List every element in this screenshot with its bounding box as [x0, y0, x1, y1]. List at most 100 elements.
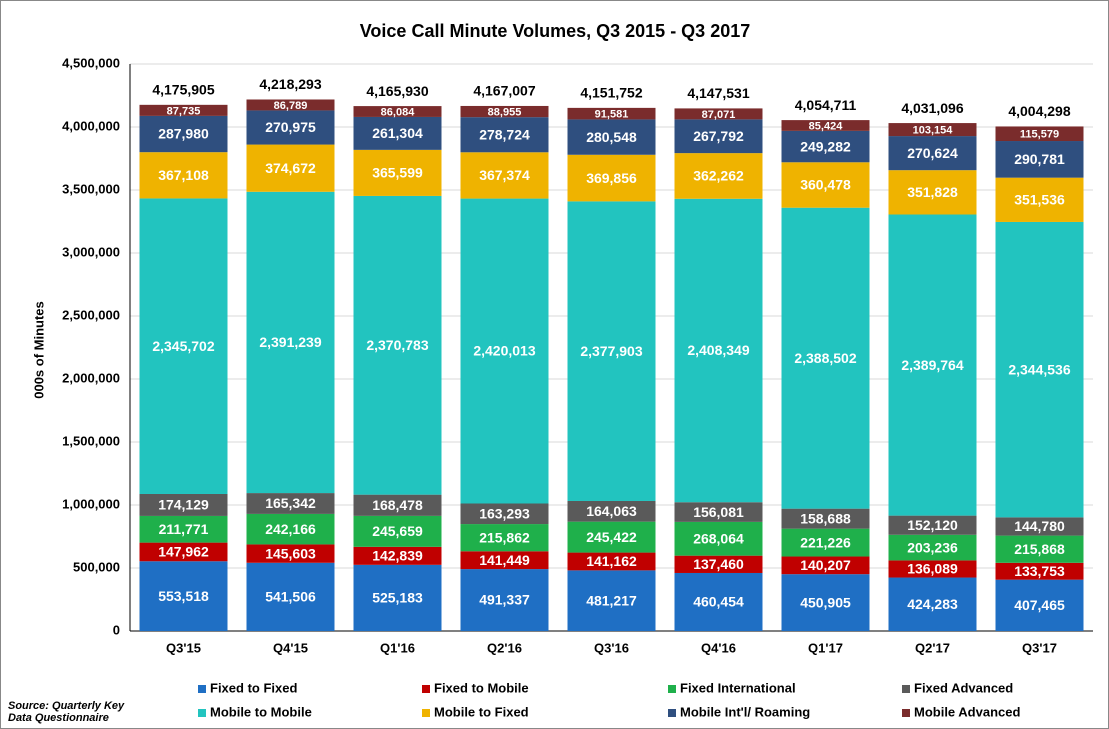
bar-segment: [460, 569, 549, 631]
bar-segment: [995, 126, 1084, 142]
bar-segment: [888, 577, 977, 631]
bar-segment: [139, 493, 228, 516]
bar-segment: [139, 515, 228, 543]
data-label: 87,071: [702, 109, 736, 121]
bar-segment: [246, 544, 335, 563]
data-label: 2,408,349: [687, 342, 749, 358]
bar-segment: [781, 556, 870, 575]
source: Source: Quarterly Key Data Questionnaire: [8, 700, 125, 724]
x-tick-label: Q3'16: [594, 640, 629, 655]
bar-segment: [353, 195, 442, 495]
data-label: 86,789: [274, 100, 308, 112]
bar-segment: [246, 144, 335, 192]
y-tick-label: 3,500,000: [62, 181, 120, 196]
x-tick-label: Q1'16: [380, 640, 415, 655]
data-label: 450,905: [800, 594, 851, 610]
bar-segment: [567, 154, 656, 202]
data-label: 369,856: [586, 170, 637, 186]
data-label: 2,420,013: [473, 343, 535, 359]
legend-label: Mobile to Mobile: [210, 704, 312, 719]
legend-label: Fixed to Mobile: [434, 680, 529, 695]
y-tick-label: 500,000: [73, 559, 120, 574]
data-label: 145,603: [265, 545, 316, 561]
data-label: 115,579: [1020, 129, 1059, 141]
bar-segment: [888, 136, 977, 171]
data-label: 163,293: [479, 505, 530, 521]
y-tick-label: 3,000,000: [62, 244, 120, 259]
bar-segment: [995, 141, 1084, 178]
total-label: 4,031,096: [901, 100, 963, 116]
bar-segment: [674, 119, 763, 154]
data-label: 374,672: [265, 160, 316, 176]
x-tick-label: Q1'17: [808, 640, 843, 655]
y-tick-label: 4,500,000: [62, 55, 120, 70]
data-label: 141,162: [586, 553, 637, 569]
data-label: 407,465: [1014, 597, 1065, 613]
bar-segment: [460, 105, 549, 118]
bar-segment: [246, 191, 335, 494]
bar-segment: [460, 117, 549, 153]
bar-segment: [674, 108, 763, 120]
total-label: 4,175,905: [152, 82, 214, 98]
legend-swatch: [198, 685, 206, 693]
data-label: 360,478: [800, 177, 851, 193]
data-label: 87,735: [167, 105, 201, 117]
legend-swatch: [668, 685, 676, 693]
total-label: 4,218,293: [259, 76, 321, 92]
data-label: 2,345,702: [152, 338, 214, 354]
bar-segment: [567, 201, 656, 501]
data-label: 140,207: [800, 557, 851, 573]
data-label: 2,377,903: [580, 343, 642, 359]
data-label: 174,129: [158, 497, 209, 513]
data-label: 267,792: [693, 128, 744, 144]
bar-segment: [567, 552, 656, 571]
data-label: 249,282: [800, 138, 851, 154]
bar-segment: [246, 562, 335, 631]
y-tick-label: 4,000,000: [62, 118, 120, 133]
bar-segment: [995, 517, 1084, 536]
data-label: 144,780: [1014, 518, 1065, 534]
legend-label: Mobile to Fixed: [434, 704, 529, 719]
data-label: 351,536: [1014, 192, 1065, 208]
data-label: 2,370,783: [366, 337, 428, 353]
bar-segment: [781, 162, 870, 208]
x-tick-label: Q2'16: [487, 640, 522, 655]
y-axis-label: 000s of Minutes: [31, 301, 46, 399]
y-tick-label: 0: [113, 622, 120, 637]
data-label: 133,753: [1014, 563, 1065, 579]
data-label: 367,374: [479, 167, 530, 183]
bar-segment: [246, 110, 335, 145]
y-tick-label: 1,000,000: [62, 496, 120, 511]
data-label: 245,422: [586, 529, 637, 545]
data-label: 287,980: [158, 126, 209, 142]
x-tick-label: Q4'16: [701, 640, 736, 655]
bar-segment: [995, 221, 1084, 518]
x-tick-label: Q2'17: [915, 640, 950, 655]
data-label: 2,389,764: [901, 357, 963, 373]
data-label: 221,226: [800, 534, 851, 550]
bar-segment: [567, 521, 656, 553]
data-label: 158,688: [800, 510, 851, 526]
legend-label: Mobile Advanced: [914, 704, 1020, 719]
data-label: 152,120: [907, 517, 958, 533]
bar-segment: [139, 104, 228, 116]
bar-segment: [353, 149, 442, 196]
bar-segment: [781, 508, 870, 529]
bar-segment: [995, 579, 1084, 631]
bar-segment: [888, 214, 977, 516]
data-label: 553,518: [158, 588, 209, 604]
bar-segment: [781, 130, 870, 163]
data-label: 268,064: [693, 530, 744, 546]
data-label: 91,581: [595, 109, 629, 121]
bar-segment: [674, 572, 763, 631]
x-tick-label: Q3'15: [166, 640, 201, 655]
total-label: 4,054,711: [795, 97, 857, 113]
data-label: 2,344,536: [1008, 361, 1070, 377]
y-tick-label: 2,000,000: [62, 370, 120, 385]
bar-segment: [353, 116, 442, 150]
bar-segment: [674, 502, 763, 522]
data-label: 367,108: [158, 167, 209, 183]
data-label: 245,659: [372, 523, 423, 539]
data-label: 270,975: [265, 119, 316, 135]
